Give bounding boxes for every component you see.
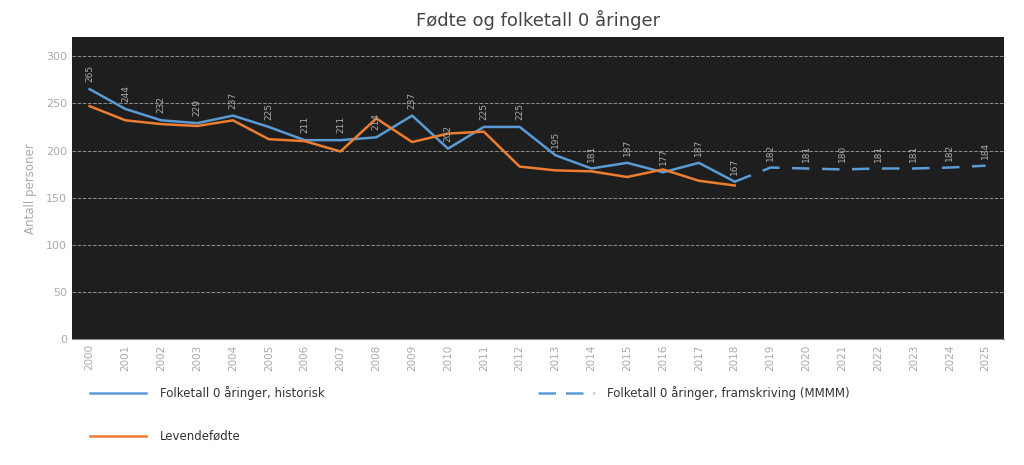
Text: 229: 229: [193, 99, 202, 116]
Text: 211: 211: [300, 116, 309, 133]
Levendefødte: [621, 174, 633, 180]
Y-axis label: Antall personer: Antall personer: [25, 143, 37, 234]
Folketall 0 åringer, historisk: [441, 146, 454, 152]
Text: 180: 180: [838, 145, 847, 162]
Text: Folketall 0 åringer, historisk: Folketall 0 åringer, historisk: [160, 386, 325, 400]
Levendefødte: [119, 118, 131, 123]
Levendefødte: [226, 118, 239, 123]
Folketall 0 åringer, framskriving (MMMM): [764, 165, 776, 170]
Text: 202: 202: [443, 125, 453, 142]
Folketall 0 åringer, historisk: [119, 106, 131, 112]
Levendefødte: [370, 116, 382, 121]
Text: 181: 181: [802, 144, 811, 161]
Folketall 0 åringer, historisk: [334, 137, 346, 143]
Levendefødte: [262, 136, 274, 142]
Levendefødte: [441, 131, 454, 136]
Text: 225: 225: [515, 103, 524, 120]
Levendefødte: [513, 164, 525, 169]
Folketall 0 åringer, historisk: [83, 86, 95, 92]
Levendefødte: [585, 168, 597, 174]
Text: 187: 187: [623, 139, 632, 156]
Levendefødte: [728, 183, 740, 188]
Text: 232: 232: [157, 96, 166, 113]
Text: 181: 181: [873, 144, 883, 161]
Text: 182: 182: [766, 144, 775, 160]
Levendefødte: [477, 129, 489, 134]
Levendefødte: [656, 166, 669, 172]
Folketall 0 åringer, historisk: [298, 137, 310, 143]
Title: Fødte og folketall 0 åringer: Fødte og folketall 0 åringer: [416, 10, 659, 30]
Levendefødte: [406, 139, 418, 145]
Folketall 0 åringer, historisk: [549, 153, 561, 158]
Text: 177: 177: [658, 148, 668, 166]
Text: 211: 211: [336, 116, 345, 133]
Folketall 0 åringer, framskriving (MMMM): [800, 166, 812, 171]
Folketall 0 åringer, historisk: [477, 124, 489, 130]
Text: 181: 181: [909, 144, 919, 161]
Folketall 0 åringer, framskriving (MMMM): [871, 166, 884, 171]
Folketall 0 åringer, historisk: [190, 120, 203, 126]
Levendefødte: [298, 138, 310, 144]
Line: Folketall 0 åringer, framskriving (MMMM): Folketall 0 åringer, framskriving (MMMM): [734, 166, 985, 182]
Levendefødte: [692, 178, 705, 184]
Text: 187: 187: [694, 139, 703, 156]
Folketall 0 åringer, historisk: [513, 124, 525, 130]
Levendefødte: [334, 149, 346, 154]
Text: 184: 184: [981, 141, 990, 159]
Folketall 0 åringer, historisk: [155, 118, 167, 123]
Text: Levendefødte: Levendefødte: [160, 430, 241, 442]
Folketall 0 åringer, framskriving (MMMM): [907, 166, 920, 171]
Levendefødte: [549, 167, 561, 173]
Folketall 0 åringer, historisk: [226, 113, 239, 119]
Text: 214: 214: [372, 113, 381, 130]
Text: 181: 181: [587, 144, 596, 161]
Levendefødte: [190, 123, 203, 129]
Folketall 0 åringer, historisk: [406, 113, 418, 119]
Folketall 0 åringer, framskriving (MMMM): [943, 165, 955, 170]
Folketall 0 åringer, historisk: [585, 166, 597, 171]
Text: 225: 225: [479, 103, 488, 120]
Folketall 0 åringer, historisk: [621, 160, 633, 166]
Text: 167: 167: [730, 158, 739, 175]
Folketall 0 åringer, historisk: [656, 169, 669, 175]
Folketall 0 åringer, framskriving (MMMM): [728, 179, 740, 185]
Text: 237: 237: [228, 92, 238, 109]
Folketall 0 åringer, historisk: [262, 124, 274, 130]
Text: 237: 237: [408, 92, 417, 109]
Folketall 0 åringer, historisk: [728, 179, 740, 185]
Text: 195: 195: [551, 131, 560, 148]
Text: 182: 182: [945, 144, 954, 160]
Levendefødte: [155, 121, 167, 127]
Text: 225: 225: [264, 103, 273, 120]
Line: Levendefødte: Levendefødte: [89, 106, 734, 186]
Folketall 0 åringer, framskriving (MMMM): [979, 163, 991, 168]
Text: Folketall 0 åringer, framskriving (MMMM): Folketall 0 åringer, framskriving (MMMM): [607, 386, 850, 400]
Line: Folketall 0 åringer, historisk: Folketall 0 åringer, historisk: [89, 89, 734, 182]
Folketall 0 åringer, framskriving (MMMM): [836, 166, 848, 172]
Folketall 0 åringer, historisk: [370, 134, 382, 140]
Levendefødte: [83, 103, 95, 109]
Folketall 0 åringer, historisk: [692, 160, 705, 166]
Text: 244: 244: [121, 85, 130, 102]
Text: 265: 265: [85, 65, 94, 82]
